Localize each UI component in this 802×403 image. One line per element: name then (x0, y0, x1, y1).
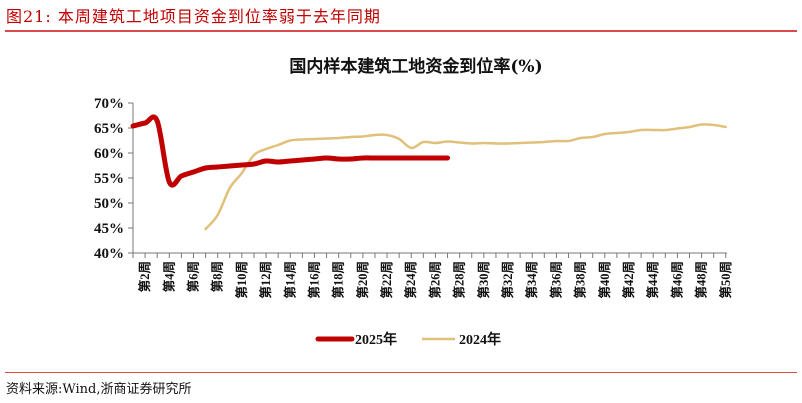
figure-caption: 图21: 本周建筑工地项目资金到位率弱于去年同期 (6, 7, 381, 26)
x-tick-label: 第6周 (185, 261, 200, 292)
y-tick-label: 60% (94, 146, 124, 162)
x-tick-label: 第34周 (524, 261, 539, 299)
x-tick-label: 第18周 (331, 261, 346, 299)
x-tick-label: 第36周 (548, 261, 563, 299)
x-tick-label: 第20周 (355, 261, 370, 299)
legend-label-2025: 2025年 (355, 331, 397, 348)
x-tick-label: 第16周 (306, 261, 321, 299)
x-tick-label: 第28周 (452, 261, 467, 299)
y-tick-label: 50% (94, 196, 124, 212)
x-tick-label: 第42周 (621, 261, 636, 299)
x-tick-label: 第50周 (718, 261, 733, 299)
x-tick-label: 第22周 (379, 261, 394, 299)
x-tick-label: 第48周 (694, 261, 709, 299)
line-chart: 国内样本建筑工地资金到位率(%) 70% 65% 60% 55% 50% 45% 40% 第2… (94, 56, 733, 348)
x-tick-label: 第8周 (210, 261, 225, 292)
x-tick-label: 第32周 (500, 261, 515, 299)
y-tick-label: 55% (94, 171, 124, 187)
chart-legend: 2025年 2024年 (315, 331, 501, 348)
chart-series (130, 114, 728, 231)
x-tick-label: 第14周 (282, 261, 297, 299)
chart-title: 国内样本建筑工地资金到位率(%) (289, 56, 542, 77)
x-tick-label: 第2周 (137, 261, 152, 292)
footer-rule (5, 372, 797, 373)
header-rule (5, 30, 797, 32)
x-tick-label: 第30周 (476, 261, 491, 299)
x-tick-label: 第12周 (258, 261, 273, 299)
x-tick-label: 第4周 (161, 261, 176, 292)
y-tick-label: 45% (94, 221, 124, 237)
x-tick-label: 第46周 (669, 261, 684, 299)
x-tick-label: 第24周 (403, 261, 418, 299)
y-tick-label: 70% (94, 96, 124, 112)
source-note: 资料来源:Wind,浙商证券研究所 (6, 382, 192, 397)
x-tick-label: 第10周 (234, 261, 249, 299)
legend-label-2024: 2024年 (459, 331, 501, 348)
series-2024-line (204, 123, 728, 231)
chart-axes: 70% 65% 60% 55% 50% 45% 40% 第2周 第4周 第6周 第8周 第10周 第12… (94, 96, 733, 299)
x-tick-label: 第38周 (573, 261, 588, 299)
x-tick-label: 第44周 (645, 261, 660, 299)
y-tick-label: 40% (94, 246, 124, 262)
x-tick-label: 第40周 (597, 261, 612, 299)
y-tick-label: 65% (94, 121, 124, 137)
x-tick-label: 第26周 (427, 261, 442, 299)
series-2025-line (130, 114, 451, 188)
